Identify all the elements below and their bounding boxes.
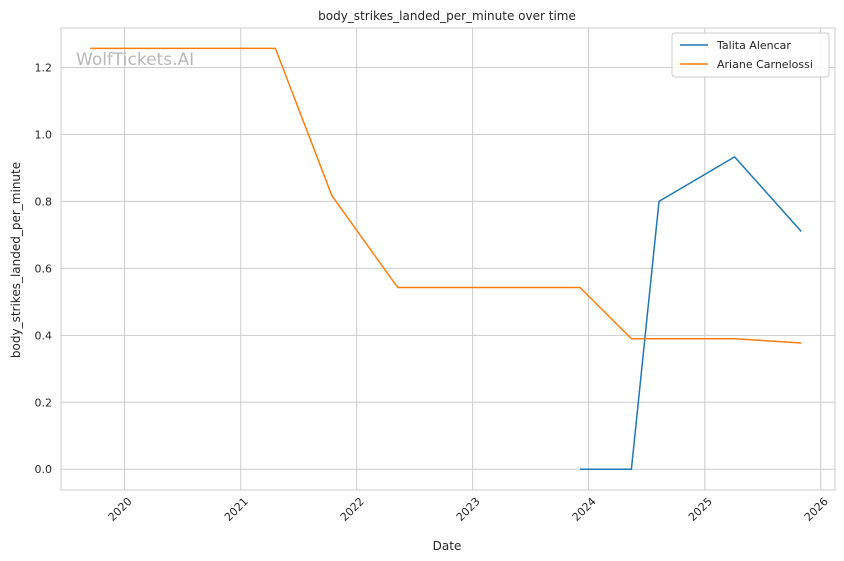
chart-title: body_strikes_landed_per_minute over time (318, 9, 576, 23)
x-axis-title: Date (433, 539, 462, 553)
series-line-1 (580, 156, 802, 470)
y-axis-ticks: 0.0 0.2 0.4 0.6 0.8 1.0 1.2 (35, 62, 53, 477)
plot-area (60, 27, 836, 491)
y-tick-label: 1.2 (35, 62, 53, 75)
y-tick-label: 0.6 (35, 262, 53, 275)
x-tick-label: 2021 (222, 495, 251, 524)
x-axis-ticks: 2020 2021 2022 2023 2024 2025 2026 (106, 495, 831, 524)
x-tick-label: 2025 (686, 495, 715, 524)
y-tick-label: 0.0 (35, 463, 53, 476)
y-tick-label: 0.2 (35, 396, 53, 409)
series-line-2 (90, 47, 802, 344)
y-axis-title: body_strikes_landed_per_minute (9, 162, 23, 358)
y-tick-label: 0.4 (35, 329, 53, 342)
x-tick-label: 2023 (454, 495, 483, 524)
legend-label-2: Ariane Carnelossi (717, 58, 813, 71)
legend-box (671, 32, 830, 78)
grid-lines (61, 28, 835, 490)
y-tick-label: 0.8 (35, 195, 53, 208)
series-lines (90, 47, 802, 470)
x-tick-label: 2024 (570, 495, 599, 524)
y-tick-label: 1.0 (35, 128, 53, 141)
x-tick-label: 2026 (802, 495, 831, 524)
legend-label-1: Talita Alencar (716, 39, 791, 52)
x-tick-label: 2022 (338, 495, 367, 524)
x-tick-label: 2020 (106, 495, 135, 524)
watermark: WolfTickets.AI (76, 50, 194, 70)
legend: Talita Alencar Ariane Carnelossi (671, 32, 830, 78)
